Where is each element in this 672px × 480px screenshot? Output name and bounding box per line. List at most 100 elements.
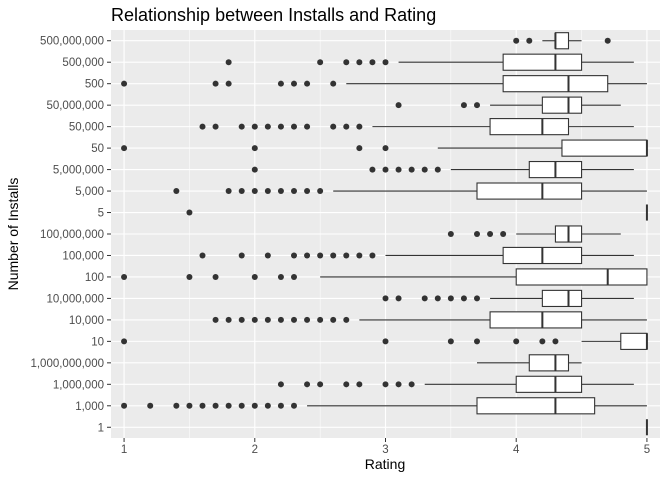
chart-title: Relationship between Installs and Rating: [111, 5, 436, 25]
outlier-point: [382, 381, 389, 388]
outlier-point: [460, 295, 467, 302]
box-group: [447, 225, 621, 243]
outlier-point: [500, 231, 507, 237]
outlier-point: [408, 381, 415, 388]
outlier-point: [552, 338, 559, 345]
box-group: [186, 204, 648, 221]
outlier-point: [382, 59, 389, 66]
box-group: [212, 311, 647, 329]
outlier-point: [369, 166, 376, 173]
box-group: [121, 139, 648, 157]
outlier-point: [199, 123, 206, 130]
outlier-point: [291, 273, 297, 280]
outlier-point: [264, 402, 271, 409]
box-group: [251, 160, 634, 179]
outlier-point: [121, 402, 128, 409]
outlier-point: [513, 338, 520, 345]
outlier-point: [147, 402, 154, 409]
outlier-point: [291, 402, 297, 409]
outlier-point: [434, 166, 441, 173]
box-group: [121, 75, 647, 93]
x-tick-label: 2: [252, 444, 258, 456]
outlier-point: [225, 188, 232, 195]
box-group: [199, 118, 634, 136]
y-tick-label: 100: [85, 272, 104, 284]
outlier-point: [251, 316, 258, 323]
outlier-point: [251, 123, 258, 130]
outlier-point: [186, 402, 193, 409]
x-tick-label: 5: [644, 444, 650, 456]
y-tick-label: 5,000,000: [53, 165, 104, 177]
outlier-point: [343, 316, 350, 323]
outlier-point: [212, 402, 219, 409]
outlier-point: [277, 402, 284, 409]
outlier-point: [330, 252, 337, 259]
outlier-point: [317, 252, 324, 259]
box-iqr: [489, 311, 583, 329]
outlier-point: [330, 316, 337, 323]
y-tick-label: 10,000,000: [46, 293, 104, 305]
box-group: [121, 268, 648, 286]
outlier-point: [225, 316, 232, 323]
y-tick-label: 50,000,000: [46, 100, 104, 112]
outlier-point: [173, 188, 180, 195]
y-tick-label: 1,000,000,000: [30, 358, 104, 370]
outlier-point: [238, 316, 245, 323]
box-iqr: [541, 289, 583, 308]
outlier-point: [238, 252, 245, 259]
y-tick-label: 1,000: [75, 401, 104, 413]
box-iqr: [515, 268, 648, 286]
box-iqr: [502, 53, 583, 71]
y-tick-label: 1,000,000: [53, 379, 104, 391]
outlier-point: [173, 402, 180, 409]
outlier-point: [434, 295, 441, 302]
outlier-point: [212, 123, 219, 130]
box-group: [513, 32, 611, 50]
outlier-point: [317, 316, 324, 323]
box-group: [382, 289, 634, 308]
box-iqr: [515, 375, 583, 393]
outlier-point: [121, 273, 128, 280]
y-tick-label: 1: [98, 422, 104, 434]
outlier-point: [304, 316, 311, 323]
outlier-point: [291, 252, 297, 259]
outlier-point: [264, 188, 271, 195]
outlier-point: [330, 123, 337, 130]
outlier-point: [356, 252, 363, 259]
outlier-point: [251, 402, 258, 409]
box-iqr: [476, 182, 583, 200]
outlier-point: [304, 188, 311, 195]
y-tick-label: 500: [85, 79, 104, 91]
outlier-point: [186, 209, 193, 216]
y-tick-label: 5: [98, 208, 104, 220]
box-iqr: [489, 118, 570, 136]
x-tick-label: 4: [513, 444, 520, 456]
x-tick-label: 1: [121, 444, 127, 456]
outlier-point: [251, 166, 258, 173]
outlier-point: [212, 80, 219, 87]
outlier-point: [460, 102, 467, 109]
outlier-point: [304, 381, 311, 388]
box-group: [477, 354, 582, 372]
box-series: [121, 32, 648, 436]
x-axis: 1 2 3 4 5: [121, 438, 650, 456]
outlier-point: [277, 123, 284, 130]
outlier-point: [369, 252, 376, 259]
outlier-point: [395, 102, 402, 109]
outlier-point: [421, 295, 428, 302]
box-group: [121, 397, 647, 415]
outlier-point: [343, 381, 350, 388]
outlier-point: [199, 252, 206, 259]
outlier-point: [264, 123, 271, 130]
y-tick-label: 500,000: [62, 57, 104, 69]
y-tick-label: 5,000: [75, 186, 104, 198]
outlier-point: [251, 188, 258, 195]
outlier-point: [421, 166, 428, 173]
outlier-point: [238, 402, 245, 409]
x-axis-title: Rating: [365, 456, 405, 472]
outlier-point: [291, 80, 297, 87]
y-tick-label: 10,000: [69, 315, 104, 327]
box-group: [121, 332, 648, 350]
outlier-point: [277, 188, 284, 195]
box-iqr: [620, 332, 648, 350]
